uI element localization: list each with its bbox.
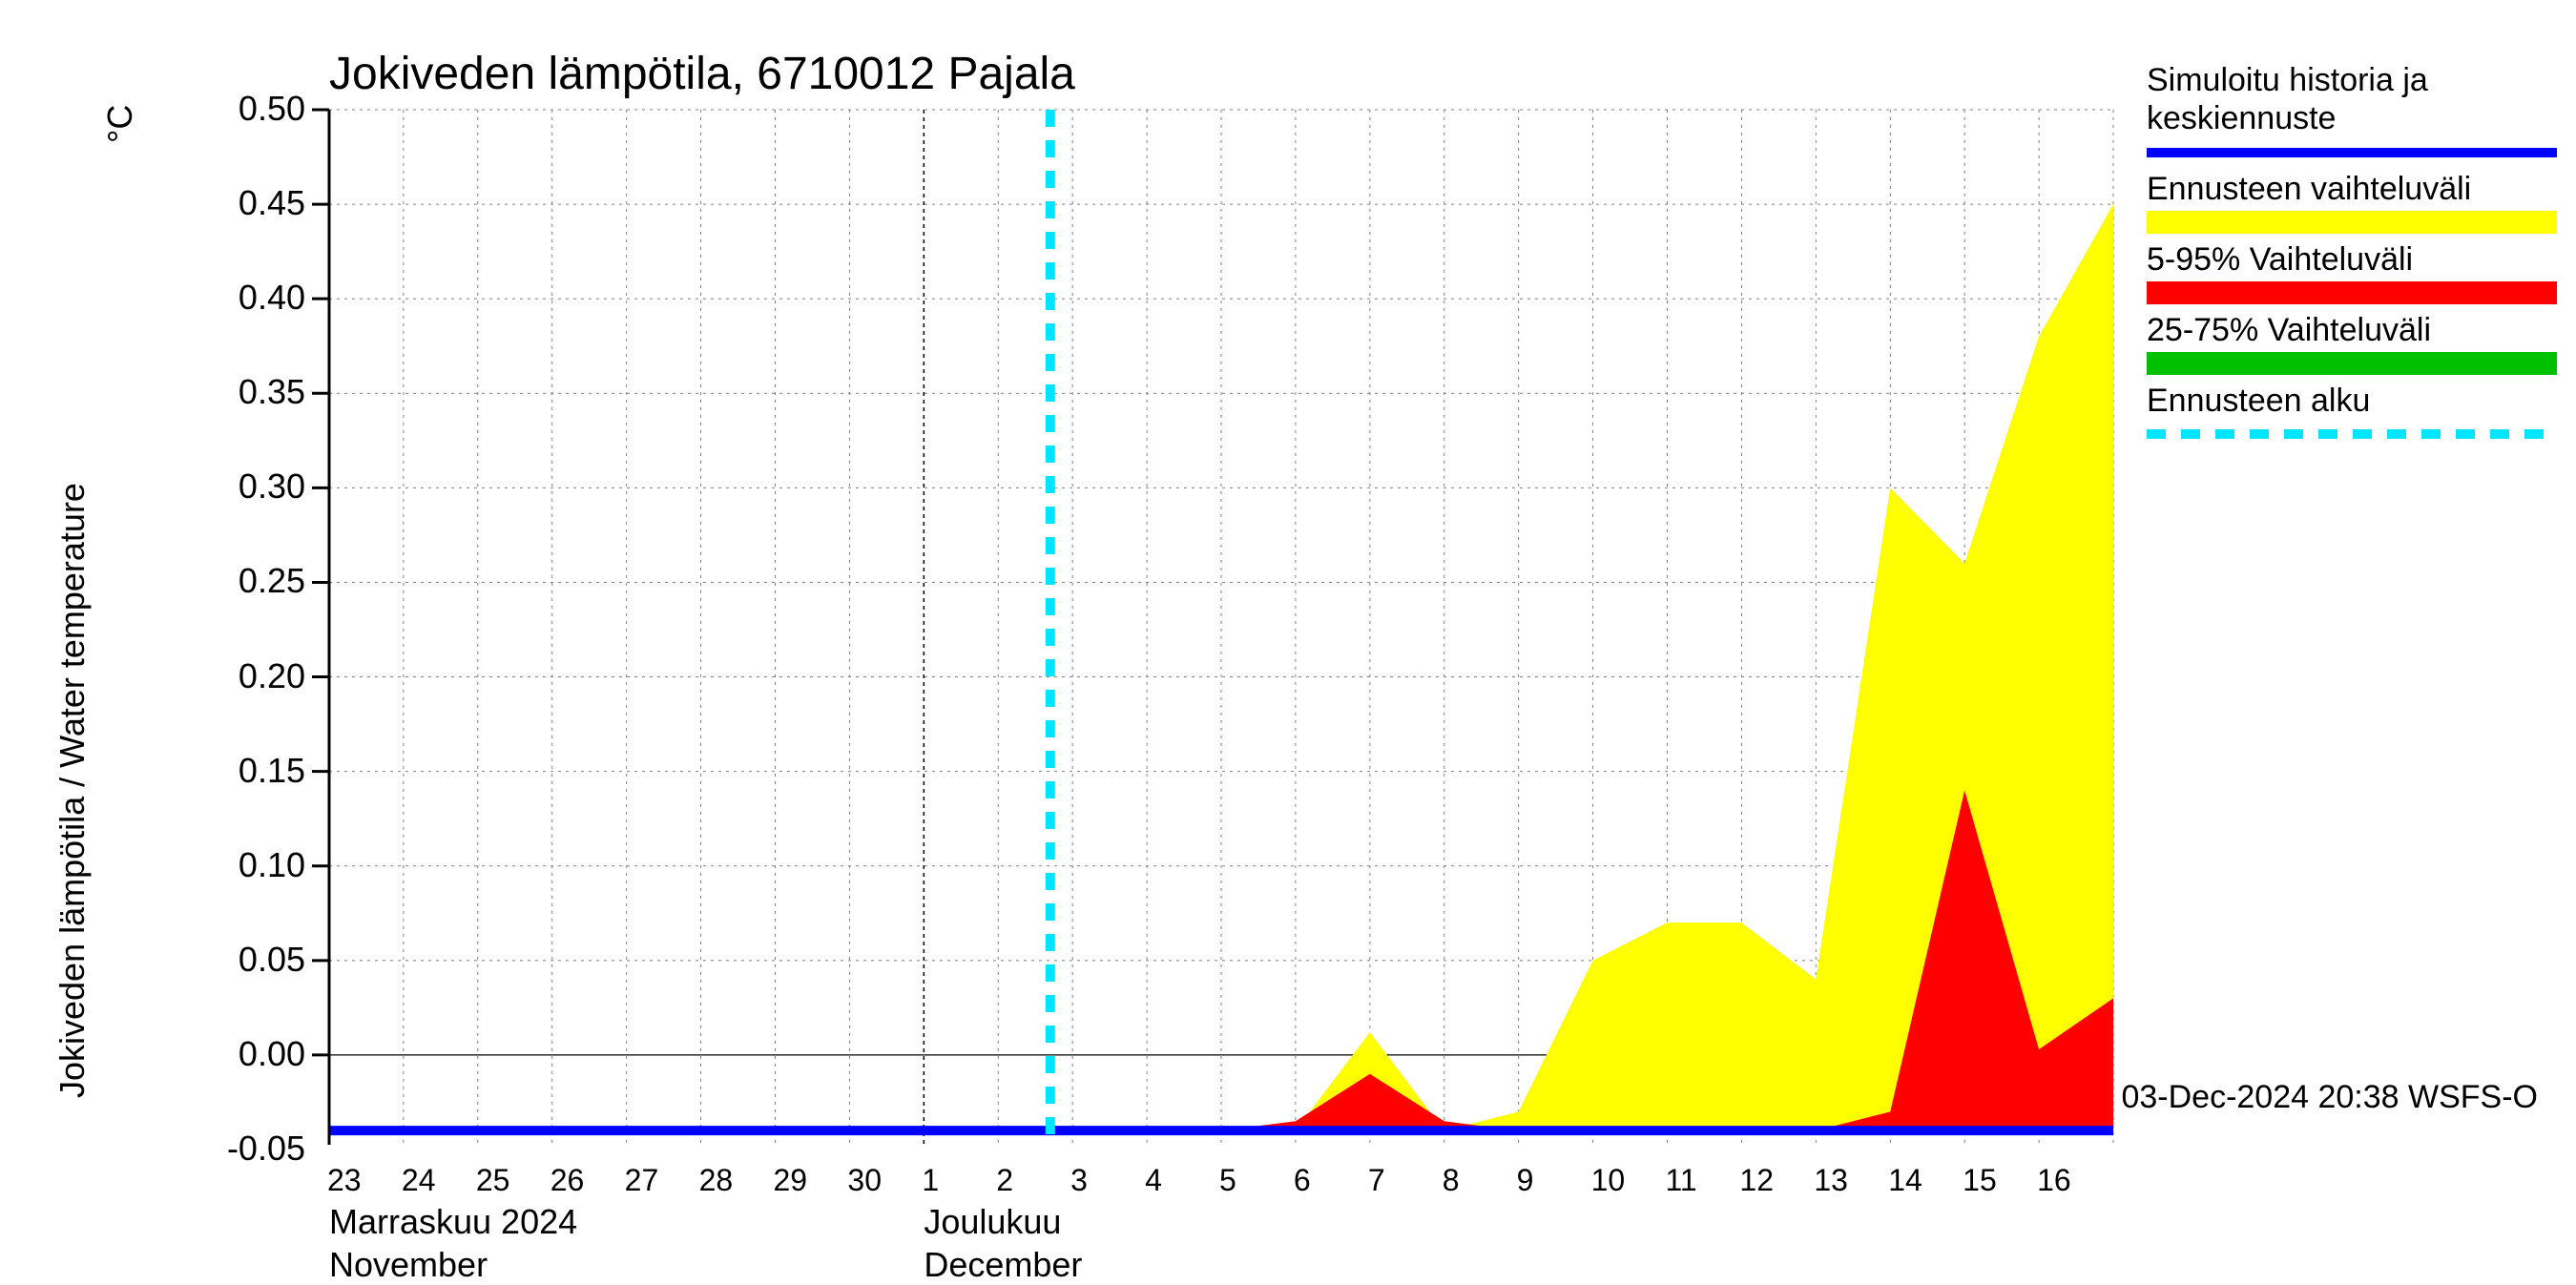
x-tick-label: 16	[2037, 1163, 2071, 1198]
x-tick-label: 3	[1070, 1163, 1088, 1198]
x-tick-label: 11	[1666, 1163, 1697, 1198]
x-tick-label: 15	[1963, 1163, 1997, 1198]
x-tick-label: 12	[1739, 1163, 1774, 1198]
y-tick-label: 0.35	[219, 372, 305, 412]
y-tick-label: 0.00	[219, 1034, 305, 1074]
y-tick-label: 0.25	[219, 561, 305, 601]
y-tick-label: 0.50	[219, 89, 305, 129]
month-label-en: November	[329, 1245, 488, 1285]
x-tick-label: 24	[402, 1163, 436, 1198]
legend-swatch	[2147, 211, 2557, 234]
legend-label: Ennusteen vaihteluväli	[2147, 171, 2471, 208]
legend-label: 25-75% Vaihteluväli	[2147, 312, 2431, 349]
legend-label: 5-95% Vaihteluväli	[2147, 241, 2413, 279]
timestamp-text: 03-Dec-2024 20:38 WSFS-O	[2121, 1079, 2538, 1115]
y-tick-label: 0.05	[219, 940, 305, 980]
x-tick-label: 30	[847, 1163, 882, 1198]
x-tick-label: 27	[625, 1163, 659, 1198]
y-tick-label: 0.15	[219, 751, 305, 791]
timestamp: 03-Dec-2024 20:38 WSFS-O	[2121, 1079, 2538, 1116]
month-label-fi: Joulukuu	[924, 1202, 1061, 1242]
y-tick-label: 0.20	[219, 656, 305, 696]
x-tick-label: 9	[1517, 1163, 1534, 1198]
x-tick-label: 25	[476, 1163, 510, 1198]
x-tick-label: 29	[774, 1163, 808, 1198]
x-tick-label: 28	[699, 1163, 734, 1198]
x-tick-label: 1	[922, 1163, 939, 1198]
x-tick-label: 13	[1814, 1163, 1848, 1198]
legend-label: Simuloitu historia ja	[2147, 62, 2428, 99]
x-tick-label: 7	[1368, 1163, 1385, 1198]
legend-swatch	[2147, 148, 2557, 157]
legend-label: Ennusteen alku	[2147, 383, 2370, 420]
x-tick-label: 8	[1443, 1163, 1460, 1198]
month-label-en: December	[924, 1245, 1082, 1285]
legend-label: keskiennuste	[2147, 100, 2336, 137]
x-tick-label: 10	[1591, 1163, 1626, 1198]
legend-swatch	[2147, 281, 2557, 304]
chart-container: Jokiveden lämpötila / Water temperature …	[0, 0, 2576, 1145]
x-tick-label: 5	[1219, 1163, 1236, 1198]
month-label-fi: Marraskuu 2024	[329, 1202, 577, 1242]
y-tick-label: 0.45	[219, 183, 305, 223]
y-tick-label: 0.40	[219, 278, 305, 318]
legend-swatch	[2147, 423, 2557, 446]
y-tick-label: 0.10	[219, 845, 305, 885]
x-tick-label: 26	[551, 1163, 585, 1198]
y-tick-label: -0.05	[219, 1129, 305, 1169]
x-tick-label: 2	[996, 1163, 1013, 1198]
x-tick-label: 4	[1145, 1163, 1162, 1198]
legend-swatch	[2147, 352, 2557, 375]
x-tick-label: 6	[1294, 1163, 1311, 1198]
y-tick-label: 0.30	[219, 466, 305, 507]
x-tick-label: 23	[327, 1163, 362, 1198]
x-tick-label: 14	[1888, 1163, 1922, 1198]
